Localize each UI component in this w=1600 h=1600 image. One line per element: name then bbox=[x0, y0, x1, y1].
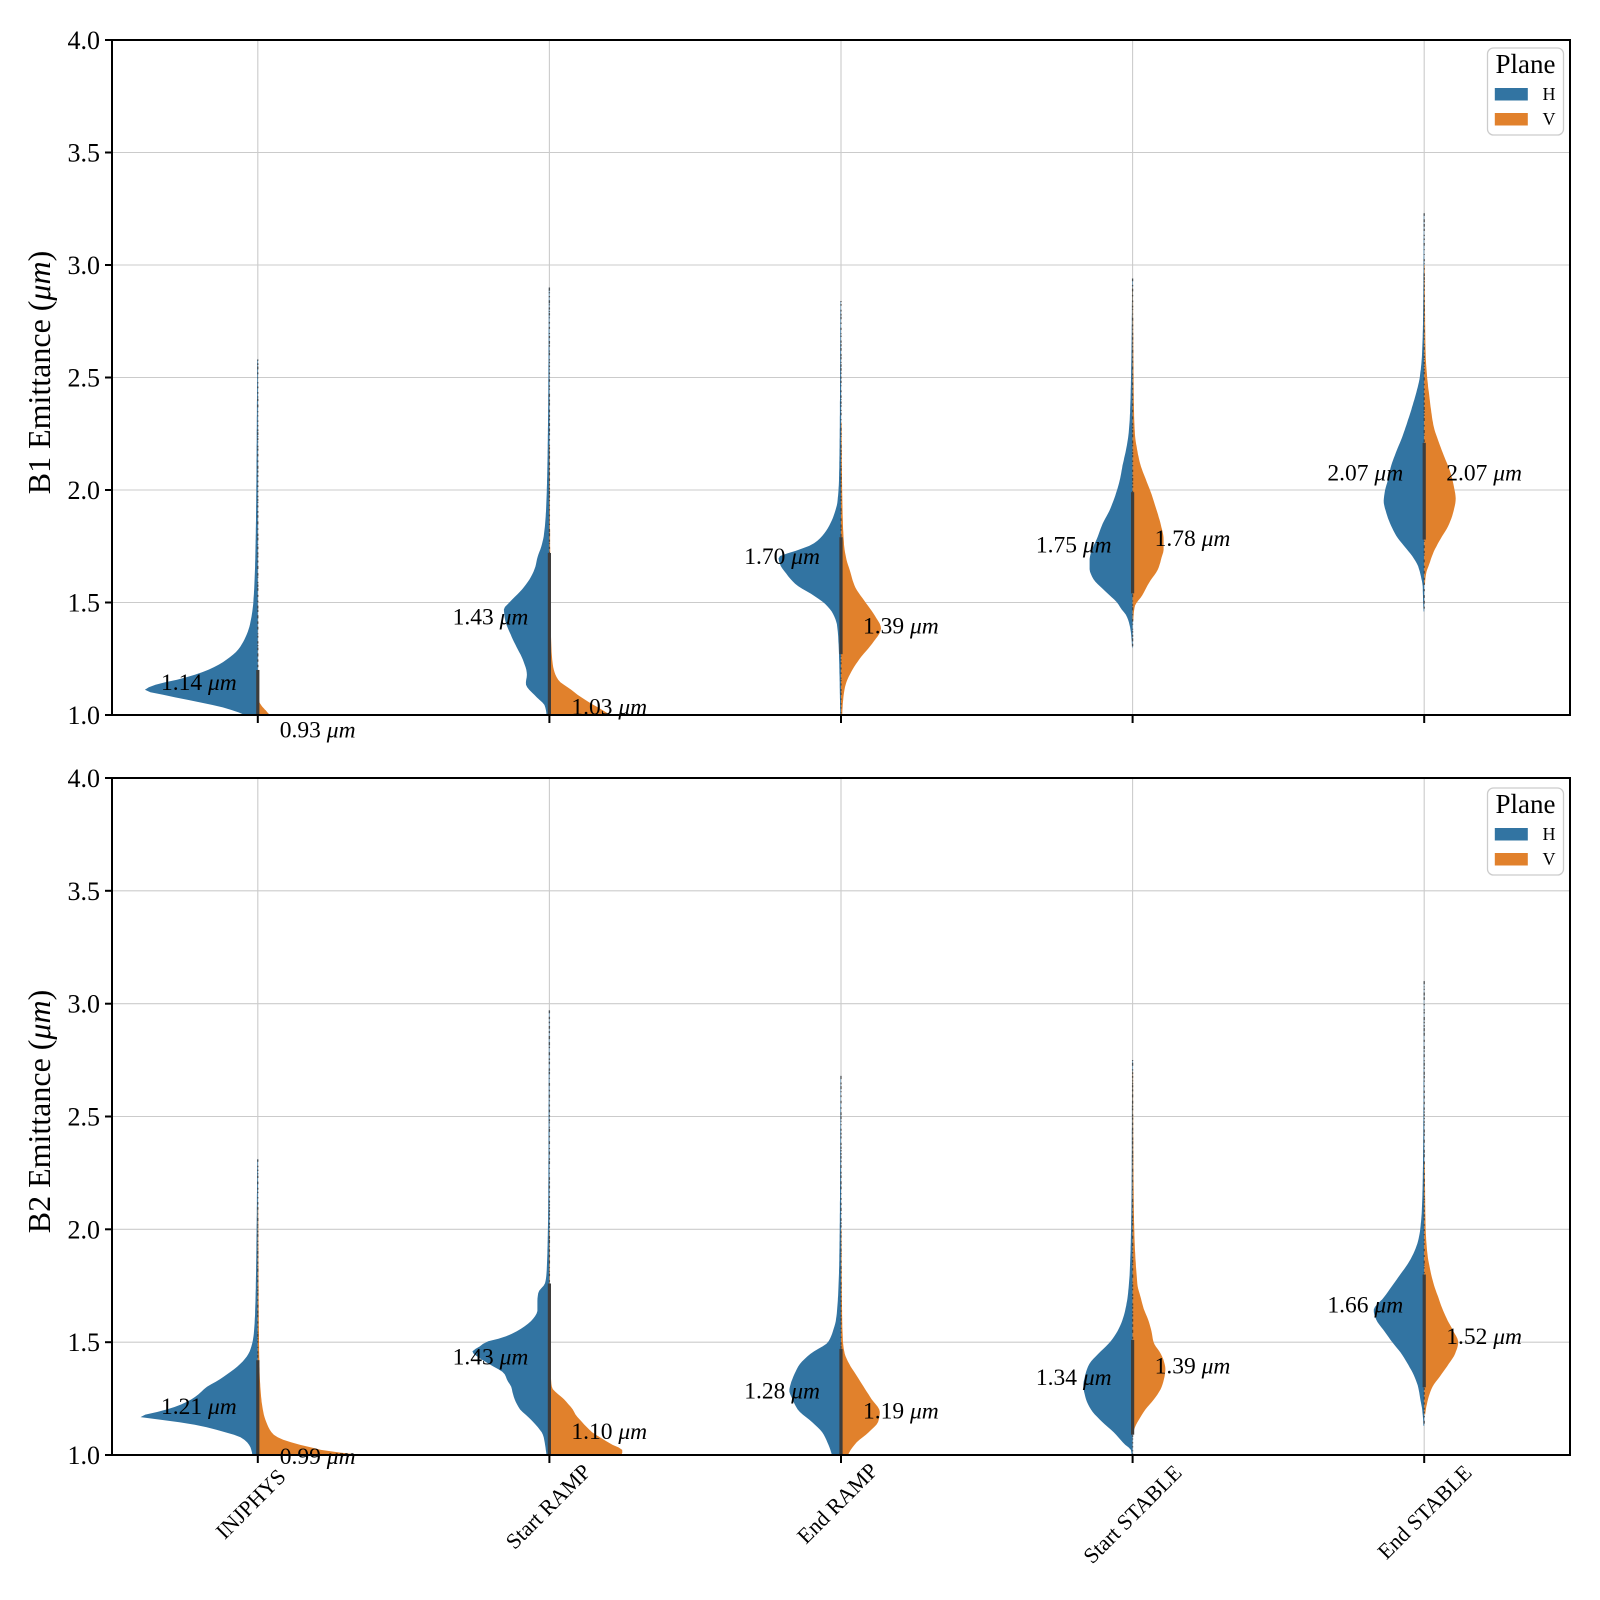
svg-text:1.0: 1.0 bbox=[68, 1441, 101, 1470]
svg-text:3.0: 3.0 bbox=[68, 251, 101, 280]
svg-text:1.14 μm: 1.14 μm bbox=[161, 670, 237, 696]
svg-text:4.0: 4.0 bbox=[68, 764, 101, 793]
svg-text:H: H bbox=[1543, 824, 1556, 844]
svg-text:1.75 μm: 1.75 μm bbox=[1036, 533, 1112, 559]
svg-text:1.39 μm: 1.39 μm bbox=[1155, 1354, 1231, 1380]
svg-text:1.43 μm: 1.43 μm bbox=[453, 1345, 529, 1371]
svg-text:2.5: 2.5 bbox=[68, 1103, 101, 1132]
svg-text:1.66 μm: 1.66 μm bbox=[1327, 1293, 1403, 1319]
svg-text:2.07 μm: 2.07 μm bbox=[1446, 461, 1522, 487]
svg-text:Plane: Plane bbox=[1496, 49, 1556, 79]
svg-text:1.03 μm: 1.03 μm bbox=[571, 695, 647, 721]
svg-text:1.10 μm: 1.10 μm bbox=[571, 1419, 647, 1445]
svg-text:1.52 μm: 1.52 μm bbox=[1446, 1324, 1522, 1350]
svg-text:V: V bbox=[1543, 109, 1556, 129]
svg-text:2.0: 2.0 bbox=[68, 476, 101, 505]
svg-text:1.19 μm: 1.19 μm bbox=[863, 1399, 939, 1425]
svg-text:1.28 μm: 1.28 μm bbox=[744, 1378, 820, 1404]
svg-text:1.34 μm: 1.34 μm bbox=[1036, 1365, 1112, 1391]
svg-text:2.07 μm: 2.07 μm bbox=[1327, 461, 1403, 487]
svg-text:1.5: 1.5 bbox=[68, 589, 101, 618]
svg-text:0.93 μm: 0.93 μm bbox=[280, 717, 356, 743]
svg-text:1.43 μm: 1.43 μm bbox=[453, 605, 529, 631]
svg-text:1.0: 1.0 bbox=[68, 701, 101, 730]
svg-text:2.5: 2.5 bbox=[68, 364, 101, 393]
svg-text:3.0: 3.0 bbox=[68, 990, 101, 1019]
svg-text:H: H bbox=[1543, 84, 1556, 104]
svg-text:1.78 μm: 1.78 μm bbox=[1155, 526, 1231, 552]
svg-text:Plane: Plane bbox=[1496, 789, 1556, 819]
svg-text:2.0: 2.0 bbox=[68, 1215, 101, 1244]
svg-text:1.21 μm: 1.21 μm bbox=[161, 1394, 237, 1420]
svg-text:B2 Emittance (μm): B2 Emittance (μm) bbox=[21, 990, 57, 1234]
svg-text:1.39 μm: 1.39 μm bbox=[863, 614, 939, 640]
svg-text:V: V bbox=[1543, 849, 1556, 869]
svg-text:0.99 μm: 0.99 μm bbox=[280, 1444, 356, 1470]
svg-text:1.70 μm: 1.70 μm bbox=[744, 544, 820, 570]
svg-text:4.0: 4.0 bbox=[68, 26, 101, 55]
svg-text:B1 Emittance (μm): B1 Emittance (μm) bbox=[21, 251, 57, 495]
svg-text:3.5: 3.5 bbox=[68, 877, 101, 906]
svg-text:1.5: 1.5 bbox=[68, 1328, 101, 1357]
svg-text:3.5: 3.5 bbox=[68, 139, 101, 168]
